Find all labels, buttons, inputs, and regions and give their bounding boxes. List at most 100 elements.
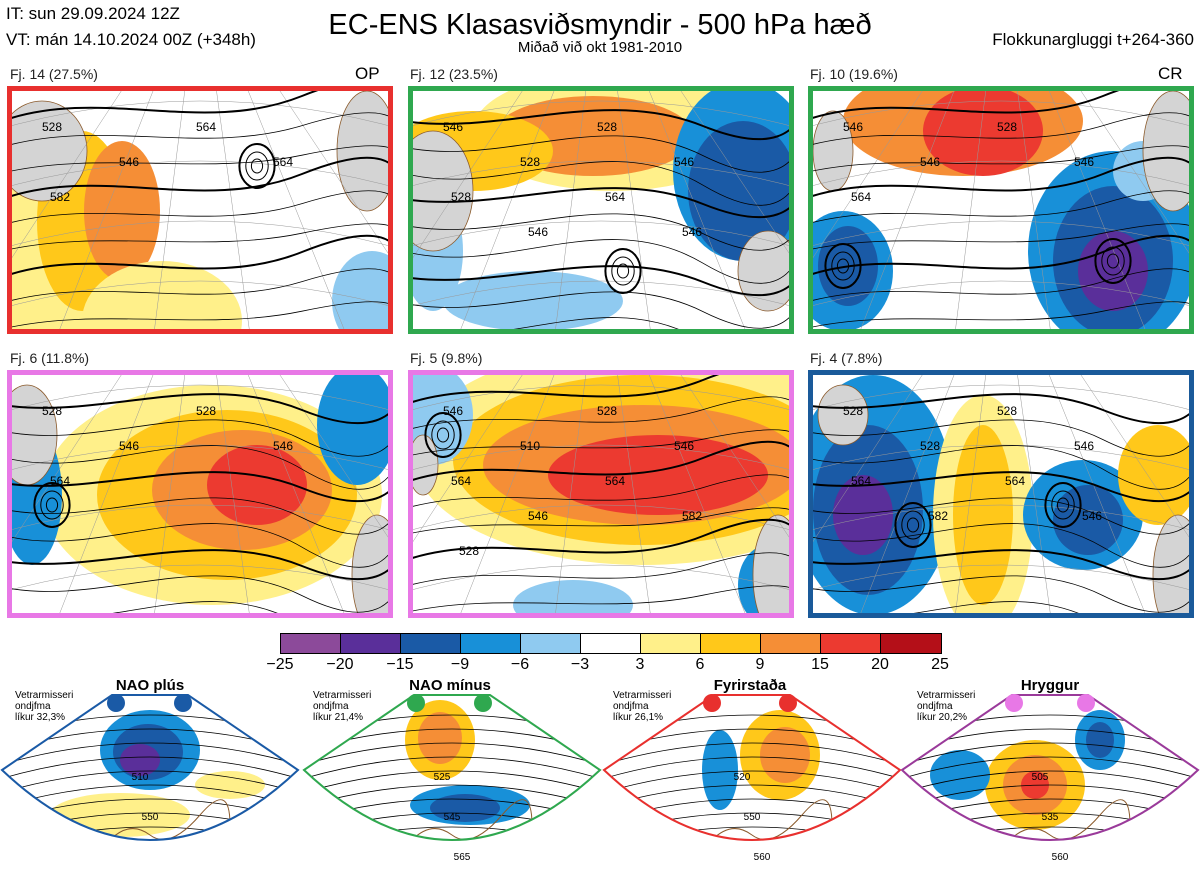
panel-map: 546 510 528 546 564 546 564 582 528 xyxy=(413,375,789,613)
regime-name-nao-minus: NAO mínus xyxy=(409,677,491,694)
graticule-line xyxy=(59,375,154,613)
graticule-line xyxy=(680,375,789,538)
contour-label: 582 xyxy=(682,509,702,523)
height-contour xyxy=(813,445,1189,490)
graticule-line xyxy=(279,375,388,538)
panel-tag-cr: CR xyxy=(1158,64,1183,83)
closed-contour xyxy=(1051,490,1075,520)
closed-contour xyxy=(33,482,71,528)
height-contour xyxy=(813,268,1189,301)
colorbar-swatch xyxy=(461,634,521,653)
height-contour xyxy=(413,585,789,612)
graticule-line xyxy=(216,375,250,613)
contour-label: 528 xyxy=(520,155,540,169)
graticule-line xyxy=(12,444,388,470)
regime-dot xyxy=(474,694,492,712)
panel-map: 528 528 528 546 564 582 564 546 xyxy=(813,375,1189,613)
graticule-line xyxy=(154,91,186,329)
height-contour xyxy=(813,549,1189,581)
graticule-line xyxy=(813,504,1189,530)
colorbar-tick: −6 xyxy=(510,656,530,673)
colorbar-tick: 20 xyxy=(871,656,889,673)
graticule-line xyxy=(1017,375,1051,613)
height-contour xyxy=(813,471,1189,503)
regime-dot xyxy=(107,694,125,712)
regime-dot xyxy=(703,694,721,712)
contour-label: 520 xyxy=(734,772,751,783)
contour-label: 546 xyxy=(674,155,694,169)
contour-label: 546 xyxy=(119,439,139,453)
contour-label: 528 xyxy=(997,120,1017,134)
height-contour xyxy=(413,375,720,403)
graticule-line xyxy=(460,375,555,613)
initial-time-label: IT: sun 29.09.2024 12Z xyxy=(6,4,180,23)
anomaly-area xyxy=(688,121,789,261)
contour-label: 564 xyxy=(605,474,625,488)
fan-outline xyxy=(900,694,1200,841)
height-contour xyxy=(12,234,388,275)
height-contour xyxy=(813,393,1189,425)
contour-label: 564 xyxy=(196,120,216,134)
height-contour xyxy=(12,301,388,328)
contour-label: 546 xyxy=(528,225,548,239)
panel-map: 546 528 528 546 528 546 564 546 xyxy=(413,91,789,329)
graticule-line xyxy=(813,444,1189,470)
graticule-line xyxy=(413,375,523,543)
regime-dot xyxy=(779,694,797,712)
height-contour xyxy=(813,234,1189,275)
graticule-line xyxy=(955,375,987,613)
height-contour xyxy=(2,770,298,797)
regime-map: 520 550 560 xyxy=(602,694,902,863)
graticule-line xyxy=(813,91,923,259)
contour-label: 564 xyxy=(851,474,871,488)
anomaly-area xyxy=(930,750,990,800)
land-area xyxy=(737,230,789,312)
graticule-line xyxy=(12,504,388,530)
contour-label: 564 xyxy=(851,190,871,204)
graticule-line xyxy=(279,91,388,254)
coastline xyxy=(109,799,231,840)
graticule-line xyxy=(680,91,789,254)
height-contour xyxy=(813,145,1189,172)
panel-tag-op: OP xyxy=(355,64,380,83)
cluster-map-panel: 546 528 528 546 528 546 564 546 xyxy=(408,86,794,334)
height-contour xyxy=(413,396,789,429)
height-contour xyxy=(813,575,1189,613)
land-area xyxy=(752,514,789,613)
contour-label: 528 xyxy=(597,404,617,418)
land-area xyxy=(817,384,869,446)
anomaly-area xyxy=(833,475,893,555)
land-area xyxy=(351,514,388,613)
height-contour xyxy=(813,419,1189,457)
colorbar-swatch xyxy=(761,634,821,653)
colorbar-tick: 15 xyxy=(811,656,829,673)
contour-label: 535 xyxy=(1042,812,1059,823)
regime-map: 505 535 560 xyxy=(900,694,1200,863)
closed-contour xyxy=(1094,238,1132,284)
anomaly-area xyxy=(953,425,1013,605)
height-contour xyxy=(413,109,789,141)
contour-label: 510 xyxy=(132,772,149,783)
closed-contour xyxy=(1106,253,1120,269)
panel-map: 528 546 564 564 582 xyxy=(12,91,388,329)
regime-dot xyxy=(1077,694,1095,712)
contour-label: 528 xyxy=(451,190,471,204)
height-contour xyxy=(304,770,600,797)
anomaly-area xyxy=(513,580,633,613)
contour-label: 546 xyxy=(674,439,694,453)
contour-label: 546 xyxy=(682,225,702,239)
height-contour xyxy=(902,742,1198,769)
anomaly-area xyxy=(760,727,810,783)
graticule-line xyxy=(813,564,1189,590)
graticule-line xyxy=(12,160,388,186)
fan-outline xyxy=(0,694,300,841)
height-contour xyxy=(413,552,789,585)
height-contour xyxy=(12,223,388,250)
graticule-line xyxy=(460,91,555,329)
height-contour xyxy=(604,742,900,769)
graticule-line xyxy=(955,91,987,329)
height-contour xyxy=(413,265,789,297)
contour-label: 564 xyxy=(451,474,471,488)
colorbar-tick: 3 xyxy=(635,656,645,673)
anomaly-area xyxy=(443,271,623,329)
